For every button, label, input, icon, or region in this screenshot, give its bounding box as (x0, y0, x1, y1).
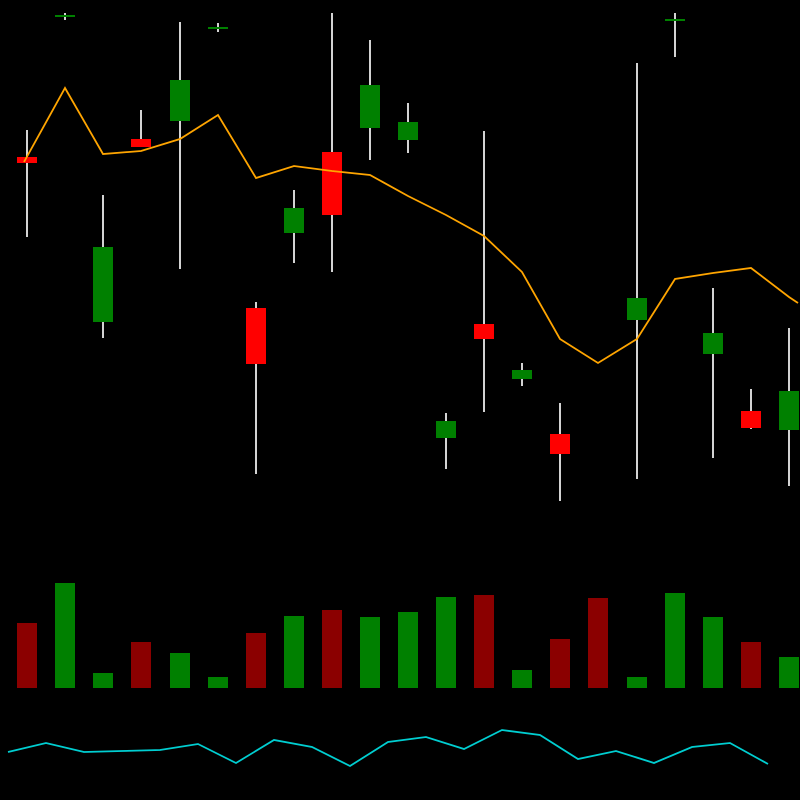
volume-bar (779, 657, 799, 688)
moving-average-line (23, 86, 799, 365)
volume-bar (93, 673, 113, 688)
volume-bar (474, 595, 494, 688)
volume-bar (360, 617, 380, 688)
volume-bar (627, 677, 647, 688)
candle-body (474, 324, 494, 339)
candle-body (322, 152, 342, 215)
candle-body (284, 208, 304, 233)
volume-bar (550, 639, 570, 688)
volume-bar (55, 583, 75, 688)
volume-bar (208, 677, 228, 688)
candle-body (93, 247, 113, 322)
candle-body (131, 139, 151, 147)
indicator-line (7, 729, 769, 768)
candle-body (627, 298, 647, 320)
volume-bar (246, 633, 266, 688)
candle-body (436, 421, 456, 438)
candle-body (208, 27, 228, 29)
candle-body (779, 391, 799, 430)
volume-bar (741, 642, 761, 688)
volume-bar (170, 653, 190, 688)
candle-body (512, 370, 532, 379)
candle-body (246, 308, 266, 364)
candle-body (360, 85, 380, 128)
volume-bar (322, 610, 342, 688)
candle-body (170, 80, 190, 121)
candle-body (550, 434, 570, 454)
volume-bar (703, 617, 723, 688)
volume-bar (398, 612, 418, 688)
candle-body (55, 15, 75, 17)
volume-bar (284, 616, 304, 688)
volume-bar (512, 670, 532, 688)
volume-bar (665, 593, 685, 688)
candle-body (741, 411, 761, 428)
volume-bar (588, 598, 608, 688)
candle-body (17, 157, 37, 163)
candle-body (703, 333, 723, 354)
volume-bar (131, 642, 151, 688)
volume-bar (17, 623, 37, 688)
volume-bar (436, 597, 456, 688)
candle-body (665, 19, 685, 21)
candle-body (398, 122, 418, 140)
